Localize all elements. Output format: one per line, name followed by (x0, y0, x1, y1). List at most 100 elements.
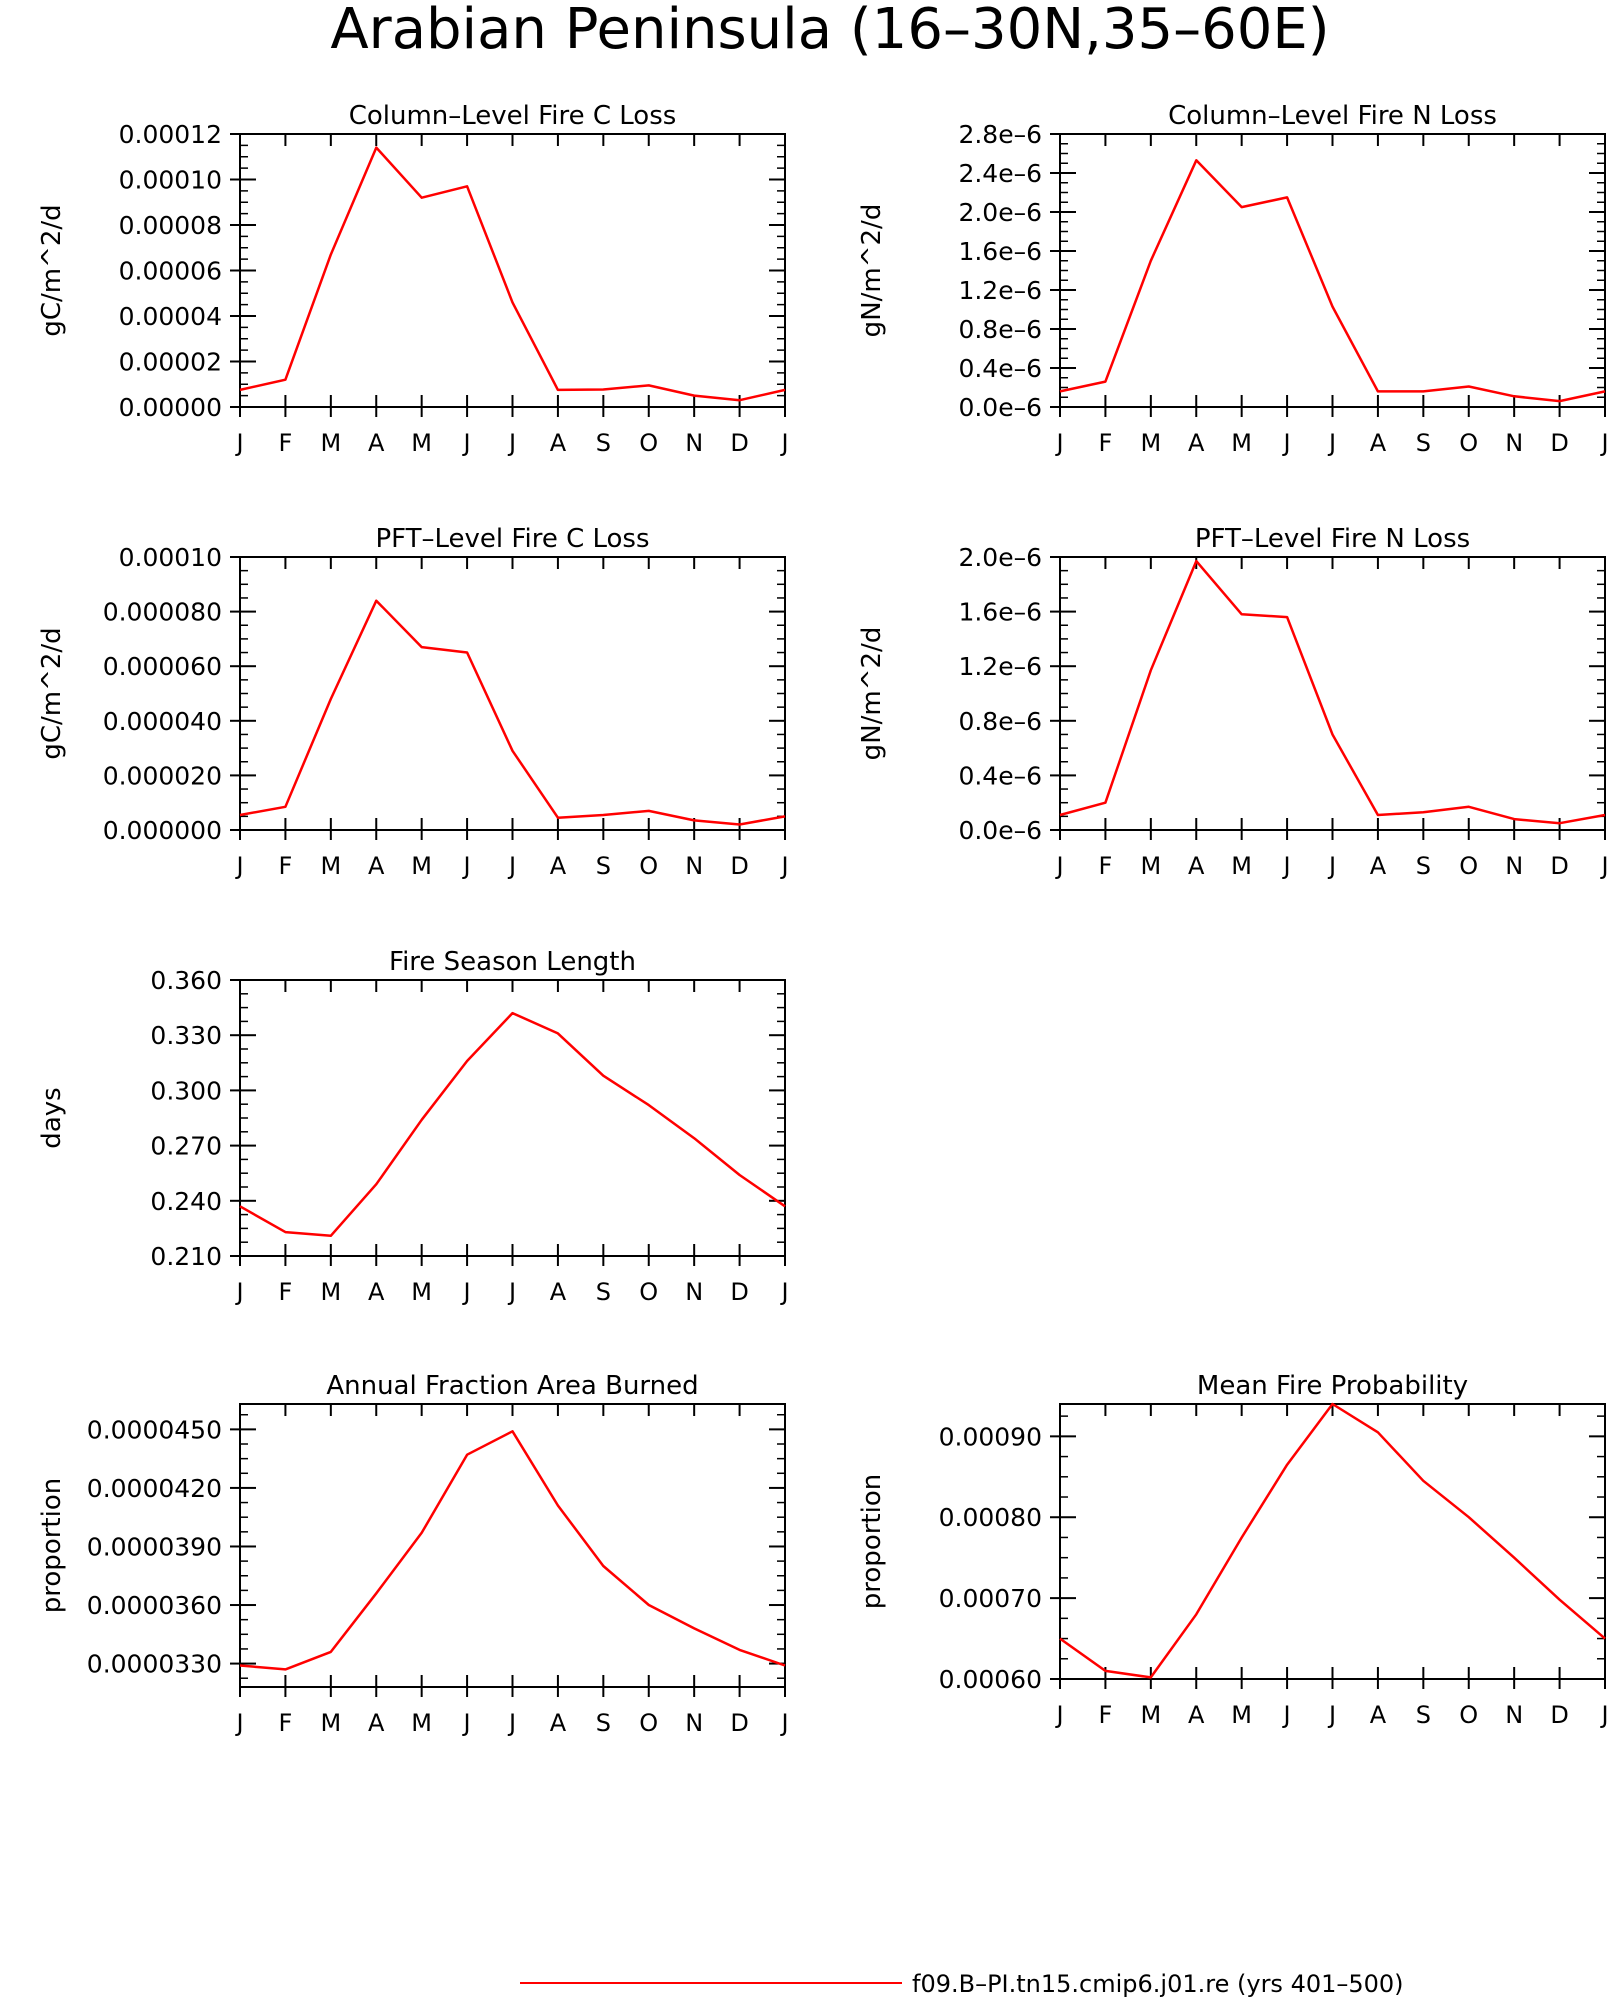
y-tick-label: 0.8e–6 (958, 315, 1042, 344)
series-line (239, 599, 786, 826)
y-tick-label: 0.00012 (119, 120, 222, 149)
y-tick-label: 0.330 (150, 1021, 222, 1050)
x-tick-label: J (1282, 1701, 1291, 1729)
x-tick-label: J (1599, 1701, 1608, 1729)
chart-title: Column–Level Fire C Loss (349, 101, 677, 131)
y-tick-label: 0.00010 (119, 166, 222, 195)
series-line (239, 146, 786, 402)
x-tick-label: A (550, 1278, 567, 1306)
x-tick-label: S (596, 1278, 611, 1306)
y-tick-label: 0.0e–6 (958, 816, 1042, 845)
x-tick-label: M (1140, 1701, 1161, 1729)
x-tick-label: A (550, 852, 567, 880)
x-tick-label: F (279, 1278, 293, 1306)
x-tick-label: J (1599, 852, 1608, 880)
chart-title: Mean Fire Probability (1197, 1371, 1468, 1401)
y-tick-label: 0.360 (150, 966, 222, 995)
y-tick-label: 0.8e–6 (958, 707, 1042, 736)
x-tick-label: S (1416, 1701, 1431, 1729)
y-tick-label: 0.00060 (939, 1665, 1042, 1694)
x-tick-label: M (1231, 852, 1252, 880)
x-tick-label: J (462, 429, 471, 457)
x-tick-label: S (596, 852, 611, 880)
y-tick-label: 2.8e–6 (958, 120, 1042, 149)
x-tick-label: A (550, 429, 567, 457)
x-tick-label: J (462, 852, 471, 880)
x-tick-label: S (1416, 852, 1431, 880)
y-tick-label: 0.00010 (119, 543, 222, 572)
x-tick-label: O (1459, 1701, 1478, 1729)
x-tick-label: J (234, 1278, 243, 1306)
plot-frame (239, 1403, 786, 1688)
y-tick-label: 1.2e–6 (958, 652, 1042, 681)
chart-title: Fire Season Length (389, 947, 636, 977)
x-tick-label: A (368, 1278, 385, 1306)
x-tick-label: N (685, 1278, 703, 1306)
x-tick-label: D (730, 429, 748, 457)
plot-frame (239, 133, 786, 408)
x-tick-label: A (1370, 852, 1387, 880)
y-tick-label: 0.0000390 (87, 1532, 222, 1561)
legend: f09.B–PI.tn15.cmip6.j01.re (yrs 401–500) (520, 1970, 1404, 1998)
y-tick-label: 0.210 (150, 1242, 222, 1271)
y-tick-label: 0.000080 (103, 598, 222, 627)
x-tick-label: M (1231, 1701, 1252, 1729)
x-tick-label: N (685, 852, 703, 880)
y-tick-label: 0.00070 (939, 1584, 1042, 1613)
y-tick-label: 0.00002 (119, 348, 222, 377)
series-line (239, 1011, 786, 1238)
y-axis-label: days (37, 1087, 67, 1148)
legend-label: f09.B–PI.tn15.cmip6.j01.re (yrs 401–500) (912, 1970, 1404, 1998)
x-tick-label: J (1054, 1701, 1063, 1729)
x-tick-label: J (779, 852, 788, 880)
y-tick-label: 1.2e–6 (958, 276, 1042, 305)
x-tick-label: F (1099, 1701, 1113, 1729)
x-tick-label: J (234, 1709, 243, 1737)
series-line (239, 1430, 786, 1671)
y-tick-label: 0.0000420 (87, 1474, 222, 1503)
x-tick-label: D (730, 852, 748, 880)
y-tick-label: 0.0000450 (87, 1415, 222, 1444)
series-line (1059, 1402, 1606, 1679)
y-tick-label: 2.4e–6 (958, 159, 1042, 188)
x-tick-label: J (1282, 852, 1291, 880)
x-tick-label: M (320, 429, 341, 457)
y-tick-label: 0.00080 (939, 1503, 1042, 1532)
x-tick-label: F (1099, 852, 1113, 880)
x-tick-label: O (1459, 429, 1478, 457)
y-tick-label: 0.240 (150, 1187, 222, 1216)
y-tick-label: 0.0e–6 (958, 393, 1042, 422)
y-tick-label: 0.00006 (119, 257, 222, 286)
series-line (1059, 559, 1606, 825)
y-axis-label: gN/m^2/d (857, 627, 887, 761)
chart-title: PFT–Level Fire C Loss (375, 524, 649, 554)
x-tick-label: J (1327, 429, 1336, 457)
x-tick-label: J (779, 1709, 788, 1737)
y-axis-label: gC/m^2/d (37, 204, 67, 336)
x-tick-label: A (550, 1709, 567, 1737)
y-tick-label: 2.0e–6 (958, 543, 1042, 572)
figure-title: Arabian Peninsula (16–30N,35–60E) (330, 0, 1329, 62)
x-tick-label: A (1188, 852, 1205, 880)
x-tick-label: J (779, 429, 788, 457)
y-tick-label: 0.00004 (119, 302, 222, 331)
x-tick-label: J (234, 852, 243, 880)
x-tick-label: J (462, 1278, 471, 1306)
x-tick-label: D (1550, 429, 1568, 457)
x-tick-label: J (1599, 429, 1608, 457)
x-tick-label: A (1188, 1701, 1205, 1729)
y-tick-label: 0.000020 (103, 761, 222, 790)
y-tick-label: 0.4e–6 (958, 354, 1042, 383)
chart-title: Annual Fraction Area Burned (326, 1371, 698, 1401)
x-tick-label: J (1054, 852, 1063, 880)
x-tick-label: O (639, 852, 658, 880)
y-tick-label: 1.6e–6 (958, 237, 1042, 266)
x-tick-label: N (685, 429, 703, 457)
x-tick-label: J (1282, 429, 1291, 457)
y-axis-label: proportion (857, 1474, 887, 1609)
